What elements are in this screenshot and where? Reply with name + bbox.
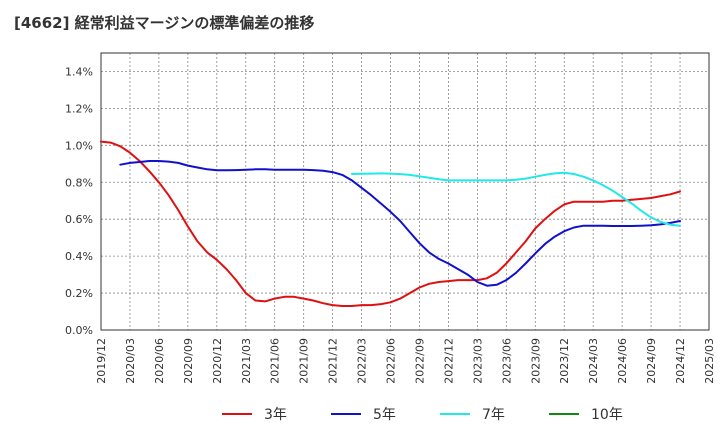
x-axis-ticks: 2019/12 2020/03 2020/06 2020/09 2020/12 2021/… (95, 338, 716, 384)
y-tick-label: 0.8% (65, 176, 93, 189)
legend-label: 10年 (591, 407, 623, 423)
x-tick-label: 2020/03 (124, 338, 137, 384)
x-tick-label: 2021/06 (269, 338, 282, 384)
grid-lines (100, 53, 710, 331)
legend: 3年 5年 7年 10年 (222, 407, 623, 423)
y-tick-label: 0.0% (65, 324, 93, 337)
x-tick-label: 2021/12 (327, 338, 340, 384)
x-tick-label: 2024/06 (616, 338, 629, 384)
x-tick-label: 2022/06 (385, 338, 398, 384)
x-tick-label: 2020/12 (211, 338, 224, 384)
chart-title: [4662] 経常利益マージンの標準偏差の推移 (14, 14, 315, 32)
x-tick-label: 2020/09 (182, 338, 195, 384)
series-line-2 (119, 160, 681, 287)
x-tick-label: 2021/03 (240, 338, 253, 384)
series-line-1 (100, 140, 681, 307)
x-tick-label: 2023/06 (500, 338, 513, 384)
x-tick-label: 2025/03 (703, 338, 716, 384)
x-tick-label: 2019/12 (95, 338, 108, 384)
series-lines (100, 140, 681, 307)
legend-label: 5年 (373, 407, 396, 423)
y-tick-label: 0.6% (65, 213, 93, 226)
y-tick-label: 1.4% (65, 65, 93, 78)
y-tick-label: 0.2% (65, 287, 93, 300)
x-tick-label: 2022/03 (356, 338, 369, 384)
legend-label: 7年 (482, 407, 505, 423)
y-axis-ticks: 0.0% 0.2% 0.4% 0.6% 0.8% 1.0% 1.2% 1.4% (65, 65, 93, 337)
x-tick-label: 2021/09 (298, 338, 311, 384)
x-tick-label: 2024/03 (587, 338, 600, 384)
x-tick-label: 2023/09 (529, 338, 542, 384)
legend-label: 3年 (264, 407, 287, 423)
y-tick-label: 1.0% (65, 139, 93, 152)
y-tick-label: 1.2% (65, 102, 93, 115)
x-tick-label: 2024/09 (645, 338, 658, 384)
x-tick-label: 2023/03 (471, 338, 484, 384)
plot-area-frame (100, 52, 710, 331)
x-tick-label: 2022/12 (442, 338, 455, 384)
series-line-3 (350, 171, 681, 227)
x-tick-label: 2022/09 (413, 338, 426, 384)
x-tick-label: 2024/12 (674, 338, 687, 384)
y-tick-label: 0.4% (65, 250, 93, 263)
x-tick-label: 2023/12 (558, 338, 571, 384)
x-tick-label: 2020/06 (153, 338, 166, 384)
